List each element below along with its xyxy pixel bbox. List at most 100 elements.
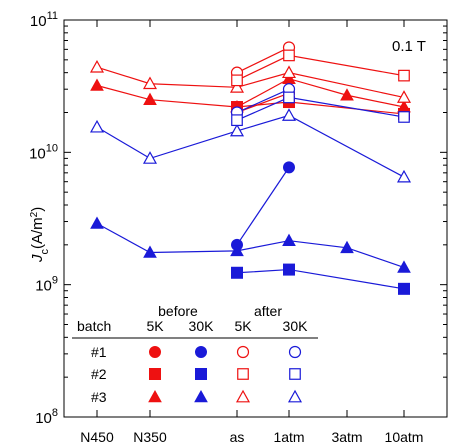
series-batch3-5k-after: [89, 59, 412, 103]
series-line: [236, 54, 405, 81]
legend-col-5k-before: 5K: [146, 318, 164, 334]
legend-marker: [195, 368, 207, 380]
plot-frame: [63, 19, 448, 418]
y-tick-label: 1010: [29, 142, 58, 162]
legend-marker: [237, 368, 249, 380]
data-point: [230, 243, 244, 257]
legend-row-label: #3: [91, 389, 107, 405]
y-tick-exponent: 8: [52, 407, 58, 419]
y-axis-title-unit: (A/m: [29, 217, 46, 249]
data-point: [282, 233, 296, 246]
data-point: [143, 245, 157, 258]
series-batch2-30k-after: [231, 91, 410, 127]
x-tick-label: N350: [133, 429, 167, 445]
data-point: [89, 119, 105, 133]
data-point: [231, 114, 243, 127]
y-tick-label: 108: [35, 407, 58, 427]
data-point: [283, 49, 295, 62]
data-point: [283, 263, 295, 276]
series-line: [236, 92, 290, 114]
data-point: [142, 151, 158, 164]
y-axis-title-main: J: [29, 254, 46, 263]
legend-marker: [149, 346, 161, 358]
data-point: [398, 69, 410, 82]
legend-row-label: #1: [91, 344, 107, 360]
data-point: [397, 260, 411, 273]
legend-header-before: before: [158, 303, 198, 319]
data-point: [340, 240, 354, 254]
data-point: [396, 90, 412, 103]
y-axis-title-unit-exp: 2: [29, 211, 40, 217]
series-batch3-30k-after: [89, 108, 412, 183]
legend-marker: [194, 389, 208, 403]
data-point: [229, 123, 245, 137]
legend-col-30k-after: 30K: [283, 318, 309, 334]
legend: before after batch 5K 30K 5K 30K #1 #2 #3: [72, 303, 318, 405]
legend-col-30k-before: 30K: [189, 318, 215, 334]
series-line: [236, 46, 290, 74]
series-line: [236, 268, 405, 290]
y-tick-base: 10: [30, 13, 47, 30]
y-tick-base: 10: [35, 410, 52, 427]
series-line: [236, 167, 290, 246]
data-point: [143, 92, 157, 105]
y-tick-base: 10: [35, 278, 52, 295]
series-batch2-5k-before: [231, 96, 410, 120]
data-point: [89, 59, 105, 73]
y-axis-title-sub: c: [39, 249, 51, 255]
series-batch3-30k-before: [90, 216, 411, 273]
data-point: [283, 161, 295, 174]
y-axis-title-unit-close: ): [29, 207, 46, 212]
x-tick-label: as: [230, 429, 245, 445]
y-tick-base: 10: [29, 145, 46, 162]
data-point: [398, 111, 410, 123]
data-point: [231, 266, 243, 279]
series-line: [236, 88, 290, 114]
y-tick-exponent: 9: [52, 275, 58, 287]
series-line: [96, 222, 405, 268]
x-tick-label: 3atm: [331, 429, 362, 445]
x-tick-label: N450: [80, 429, 114, 445]
series-line: [96, 78, 405, 108]
legend-marker: [149, 368, 161, 380]
series-line: [96, 114, 405, 178]
data-point: [90, 78, 104, 91]
y-tick-exponent: 10: [46, 142, 58, 154]
data-point: [281, 108, 297, 121]
x-tick-label: 1atm: [273, 429, 304, 445]
data-point: [142, 76, 158, 90]
axis-ticks: [64, 19, 447, 418]
legend-header-batch: batch: [77, 318, 111, 334]
series-line: [96, 66, 405, 99]
y-tick-label: 109: [35, 275, 58, 295]
legend-marker: [235, 389, 251, 403]
data-point: [229, 80, 245, 93]
field-label: 0.1 T: [392, 38, 426, 55]
legend-marker: [288, 345, 302, 359]
legend-col-5k-after: 5K: [234, 318, 252, 334]
legend-header-after: after: [254, 303, 282, 319]
series-batch2-30k-before: [231, 263, 410, 295]
y-axis-title: Jc(A/m2): [29, 207, 52, 263]
legend-marker: [236, 345, 250, 359]
legend-marker: [287, 389, 303, 403]
x-tick-label: 10atm: [385, 429, 424, 445]
data-point: [90, 216, 104, 229]
data-point: [340, 88, 354, 101]
series-batch2-5k-after: [231, 49, 410, 87]
legend-marker: [148, 389, 162, 403]
y-tick-exponent: 11: [47, 10, 58, 22]
y-tick-label: 1011: [30, 10, 58, 30]
series-batch1-30k-before: [231, 161, 295, 251]
legend-marker: [289, 368, 301, 380]
data-point: [283, 91, 295, 104]
series-layer: [89, 41, 412, 295]
data-point: [398, 282, 410, 295]
legend-marker: [195, 346, 207, 358]
legend-row-label: #2: [91, 366, 107, 382]
data-point: [396, 169, 412, 183]
data-point: [231, 74, 243, 87]
data-point: [281, 65, 297, 79]
